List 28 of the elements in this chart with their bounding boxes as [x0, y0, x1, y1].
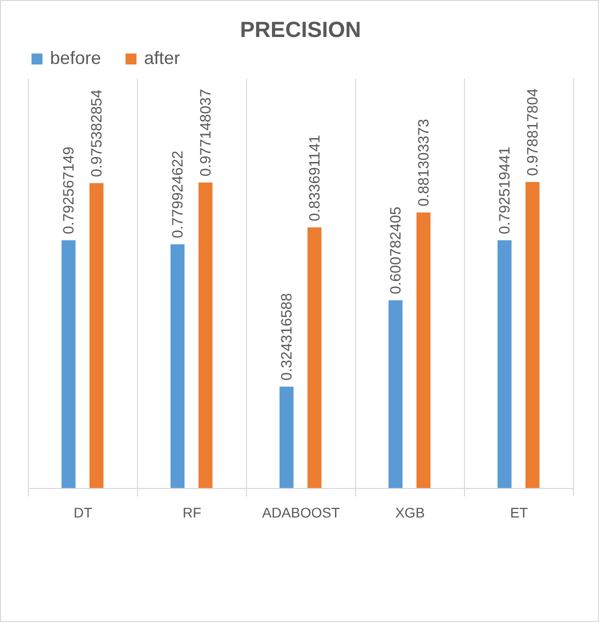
chart-title: PRECISION [240, 17, 362, 42]
x-tick-label: ET [510, 504, 528, 520]
bar [388, 300, 403, 488]
x-tick-label: DT [74, 504, 93, 520]
bar [198, 182, 212, 488]
bar [307, 227, 322, 488]
bar [525, 182, 540, 488]
data-label: 0.881303373 [415, 118, 432, 207]
x-tick-label: RF [182, 504, 202, 520]
data-label: 0.975382854 [88, 90, 106, 178]
data-label: 0.600782405 [388, 206, 405, 294]
data-label: 0.779924622 [170, 150, 187, 238]
data-label: 0.978817804 [524, 88, 542, 176]
bar [89, 183, 104, 488]
x-tick-label: XGB [395, 504, 425, 520]
data-label: 0.833691141 [306, 134, 324, 222]
x-tick-label: ADABOOST [262, 504, 340, 520]
data-label: 0.792567149 [60, 146, 78, 234]
bar [416, 212, 430, 488]
bar [170, 244, 185, 488]
bar [62, 240, 76, 488]
bar [280, 386, 294, 488]
data-label: 0.324316588 [278, 293, 296, 381]
data-label: 0.977148037 [197, 88, 214, 177]
legend-label: after [144, 48, 180, 68]
legend-label: before [50, 48, 102, 68]
bar [498, 240, 512, 488]
data-label: 0.792519441 [496, 146, 514, 234]
